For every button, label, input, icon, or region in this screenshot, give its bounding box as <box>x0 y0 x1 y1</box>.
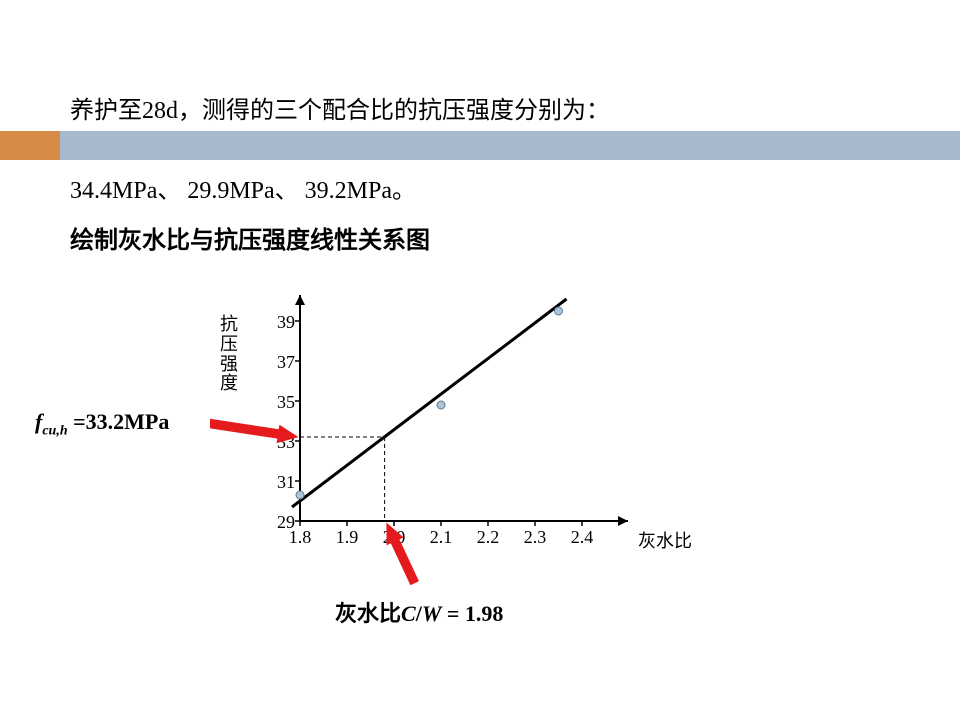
text-line-3: 绘制灰水比与抗压强度线性关系图 <box>70 220 430 255</box>
cw-value: = 1.98 <box>441 601 503 626</box>
fcu-subscript: cu,h <box>42 423 67 438</box>
text-line-2: 34.4MPa、 29.9MPa、 39.2MPa。 <box>70 170 416 205</box>
text-segment-latin: 28d <box>142 98 178 124</box>
cw-annotation-label: 灰水比C/W = 1.98 <box>335 596 503 628</box>
slide: 养护至28d，测得的三个配合比的抗压强度分别为： 34.4MPa、 29.9MP… <box>0 0 960 720</box>
chart: 抗压强度 39 37 35 33 31 29 1.8 1.9 2.0 2.1 2… <box>210 295 730 595</box>
cw-w: W <box>422 601 442 626</box>
cw-prefix: 灰水比 <box>335 601 401 626</box>
accent-block <box>0 131 60 160</box>
y-axis-arrowhead-icon <box>295 295 305 305</box>
trend-line <box>292 299 567 507</box>
annotation-arrow-fcu <box>210 418 298 443</box>
text-line-1: 养护至28d，测得的三个配合比的抗压强度分别为： <box>70 90 610 125</box>
annotation-arrow-cw <box>387 523 419 585</box>
fcu-annotation-label: fcu,h =33.2MPa <box>35 409 169 439</box>
text-segment: ，测得的三个配合比的抗压强度分别为： <box>178 98 610 124</box>
fcu-value: =33.2MPa <box>68 409 170 434</box>
text-segment: 养护至 <box>70 98 142 124</box>
chart-svg <box>210 295 730 595</box>
header-bar <box>60 131 960 160</box>
cw-c: C <box>401 601 416 626</box>
x-axis-arrowhead-icon <box>618 516 628 526</box>
